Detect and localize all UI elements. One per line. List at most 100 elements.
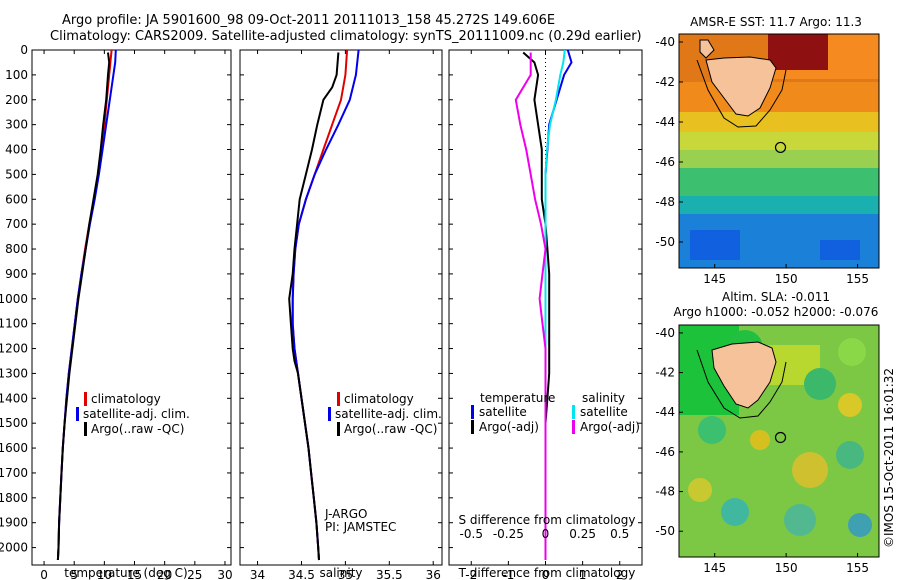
depth-tick-label: 100 [5, 68, 28, 82]
map-lon-tick-label: 155 [846, 272, 869, 286]
legend-s-argo-label: Argo(-adj) [580, 420, 640, 434]
map-lon-tick-label: 155 [846, 561, 869, 575]
header-line-2: Climatology: CARS2009. Satellite-adjuste… [50, 29, 642, 44]
depth-tick-label: 1000 [0, 292, 28, 306]
legend-argo-swatch [84, 422, 87, 436]
map-lat-tick-label: -50 [655, 524, 675, 538]
depth-tick-label: 400 [5, 143, 28, 157]
temperature-x-tick-label: 0 [40, 568, 48, 580]
depth-tick-label: 200 [5, 93, 28, 107]
depth-tick-label: 500 [5, 167, 28, 181]
sst-map-panel: AMSR-E SST: 11.7 Argo: 11.3 145 150 155- [655, 15, 880, 286]
temperature-x-tick-label: 15 [127, 568, 142, 580]
series-line-argo-raw-qc- [288, 52, 340, 561]
sla-float-marker [774, 431, 787, 444]
map-lon-tick-label: 150 [775, 272, 798, 286]
sla-map-frame [678, 324, 880, 558]
pi-name: PI: JAMSTEC [325, 520, 396, 534]
salinity-x-tick-label: 34 [250, 568, 265, 580]
series-line-salinity-argo-adj- [514, 52, 547, 560]
depth-tick-label: 2000 [0, 541, 28, 555]
map-lat-tick-label: -46 [655, 445, 675, 459]
depth-tick-label: 1400 [0, 391, 28, 405]
legend-t-argo-swatch [471, 420, 474, 434]
map-lat-tick-label: -50 [655, 235, 675, 249]
map-lon-tick-label: 145 [703, 272, 726, 286]
sdiff-tick-label: 0.5 [610, 527, 629, 541]
legend-s-argo-swatch [572, 420, 575, 434]
sst-float-marker [774, 141, 787, 154]
depth-tick-label: 1300 [0, 366, 28, 380]
legend2-argo-label: Argo(..raw -QC) [344, 422, 437, 436]
legend-t-argo-label: Argo(-adj) [479, 420, 539, 434]
map-lon-tick-label: 150 [775, 561, 798, 575]
legend-climatology-label: climatology [91, 392, 161, 406]
salinity-panel: 34 34.5 35 35.5 36 salinity climatology sate… [239, 49, 443, 580]
map-lat-tick-label: -48 [655, 195, 675, 209]
depth-tick-label: 1800 [0, 491, 28, 505]
sla-map-panel: Altim. SLA: -0.011 Argo h1000: -0.052 h2… [655, 290, 880, 575]
temperature-xlabel: temperature (deg C) [64, 566, 187, 580]
legend-satellite-label: satellite-adj. clim. [83, 407, 190, 421]
temperature-x-tick-label: 25 [187, 568, 202, 580]
map-lat-tick-label: -44 [655, 115, 675, 129]
legend2-climatology-swatch [337, 392, 340, 406]
legend-argo-label: Argo(..raw -QC) [91, 422, 184, 436]
difference-panel: -2 -1 0 1 2 T difference from climatology S … [448, 49, 643, 580]
temperature-panel: 0100200300400500600700800900100011001200… [0, 43, 233, 580]
t-difference-xlabel: T difference from climatology [458, 566, 636, 580]
legend-t-satellite-label: satellite [479, 405, 527, 419]
legend-s-satellite-label: satellite [580, 405, 628, 419]
temperature-x-tick-label: 10 [97, 568, 112, 580]
depth-tick-label: 1600 [0, 441, 28, 455]
depth-tick-label: 300 [5, 118, 28, 132]
salinity-frame [239, 49, 443, 566]
legend-salinity-heading: salinity [582, 391, 625, 405]
footer-timestamp: ©IMOS 15-Oct-2011 16:01:32 [882, 368, 896, 548]
sla-map-image [679, 325, 879, 557]
map-lat-tick-label: -40 [655, 35, 675, 49]
sst-map-frame [678, 33, 880, 269]
tdiff-x-tick-label: 1 [579, 568, 587, 580]
salinity-x-tick-label: 35 [338, 568, 353, 580]
temperature-x-tick-label: 20 [157, 568, 172, 580]
tdiff-x-tick-label: -1 [502, 568, 514, 580]
depth-tick-label: 1100 [0, 317, 28, 331]
sst-map-image [679, 34, 879, 268]
sla-map-title: Altim. SLA: -0.011 [722, 290, 830, 304]
map-lat-tick-label: -44 [655, 405, 675, 419]
depth-tick-label: 1900 [0, 516, 28, 530]
depth-tick-label: 700 [5, 217, 28, 231]
salinity-x-tick-label: 36 [426, 568, 441, 580]
sst-map-title: AMSR-E SST: 11.7 Argo: 11.3 [690, 15, 862, 29]
map-lon-tick-label: 145 [703, 561, 726, 575]
sdiff-tick-label: 0.25 [569, 527, 596, 541]
legend-temperature-heading: temperature [480, 391, 555, 405]
legend-t-satellite-swatch [471, 405, 474, 419]
tdiff-x-tick-label: 2 [616, 568, 624, 580]
legend-s-satellite-swatch [572, 405, 575, 419]
depth-tick-label: 1500 [0, 416, 28, 430]
depth-tick-label: 900 [5, 267, 28, 281]
legend2-satellite-swatch [328, 407, 331, 421]
salinity-xlabel: salinity [319, 566, 362, 580]
depth-tick-label: 800 [5, 242, 28, 256]
salinity-x-tick-label: 34.5 [288, 568, 315, 580]
tdiff-x-tick-label: -2 [465, 568, 477, 580]
temperature-x-tick-label: 30 [217, 568, 232, 580]
map-lat-tick-label: -42 [655, 366, 675, 380]
sdiff-tick-label: 0 [542, 527, 550, 541]
map-lat-tick-label: -48 [655, 485, 675, 499]
depth-tick-label: 600 [5, 192, 28, 206]
sdiff-tick-label: -0.5 [460, 527, 483, 541]
temperature-frame [31, 49, 232, 566]
sla-map-subtitle: Argo h1000: -0.052 h2000: -0.076 [674, 305, 879, 319]
legend2-argo-swatch [337, 422, 340, 436]
depth-tick-label: 0 [20, 43, 28, 57]
pi-institution: J-ARGO [324, 507, 367, 521]
s-difference-xlabel: S difference from climatology [459, 513, 636, 527]
legend-satellite-swatch [76, 407, 79, 421]
series-line-argo-raw-qc- [56, 52, 111, 561]
